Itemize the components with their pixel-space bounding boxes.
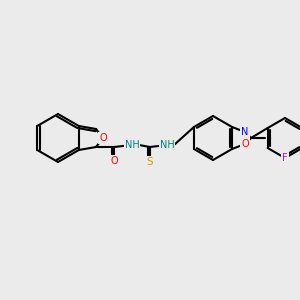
Text: O: O xyxy=(110,156,118,166)
Text: N: N xyxy=(241,127,249,137)
Text: S: S xyxy=(147,157,153,167)
Text: O: O xyxy=(99,133,107,143)
Text: F: F xyxy=(282,153,288,163)
Text: NH: NH xyxy=(160,140,174,150)
Text: NH: NH xyxy=(124,140,140,150)
Text: O: O xyxy=(241,139,249,149)
